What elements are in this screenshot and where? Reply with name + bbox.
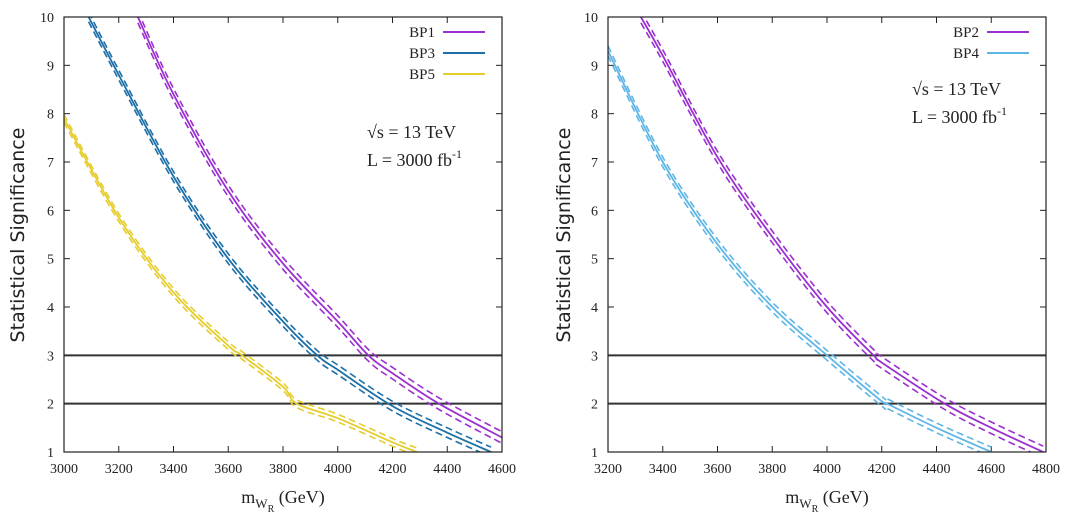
x-tick-label: 3600 [214, 462, 242, 477]
legend-label-bp1: BP1 [409, 25, 435, 41]
bp5-lower-band [64, 122, 410, 452]
x-axis-title: mWR (GeV) [241, 487, 324, 515]
y-tick-label: 7 [47, 156, 54, 171]
x-tick-label: 4800 [1032, 462, 1060, 477]
luminosity-annotation: L = 3000 fb-1 [367, 147, 462, 170]
legend-label-bp5: BP5 [409, 67, 435, 83]
y-tick-label: 9 [47, 59, 54, 74]
y-tick-label: 9 [591, 59, 598, 74]
y-tick-label: 5 [47, 253, 54, 268]
y-axis-title: Statistical Significance [553, 128, 575, 343]
x-tick-label: 3600 [704, 462, 732, 477]
y-tick-label: 4 [591, 301, 598, 316]
x-tick-label: 3200 [594, 462, 622, 477]
x-axis-title: mWR (GeV) [785, 487, 868, 515]
x-tick-label: 4600 [488, 462, 516, 477]
bp3-upper-band [90, 17, 492, 448]
y-axis-title: Statistical Significance [7, 128, 29, 343]
y-tick-label: 8 [591, 108, 598, 123]
energy-annotation: √s = 13 TeV [912, 79, 1001, 99]
bp3-lower-band [87, 21, 482, 452]
y-tick-label: 6 [47, 204, 54, 219]
chart-panel-1: 3000 3200 3400 3600 3800 4000 4200 4400 4600 1 2 3 4… [7, 11, 516, 515]
energy-annotation: √s = 13 TeV [367, 122, 456, 142]
x-tick-label: 3800 [269, 462, 297, 477]
y-tick-label: 10 [40, 11, 54, 26]
y-tick-label: 2 [47, 398, 54, 413]
legend-label-bp2: BP2 [953, 25, 979, 41]
y-tick-label: 5 [591, 253, 598, 268]
y-tick-label: 3 [591, 349, 598, 364]
x-tick-label: 3000 [50, 462, 78, 477]
legend-label-bp3: BP3 [409, 46, 435, 62]
bp4-curve [608, 50, 992, 452]
legend-label-bp4: BP4 [953, 46, 979, 62]
x-tick-label: 3800 [758, 462, 786, 477]
x-tick-label: 4400 [923, 462, 951, 477]
y-tick-label: 3 [47, 349, 54, 364]
plot-frame [63, 16, 503, 453]
x-tick-label: 3400 [160, 462, 188, 477]
y-tick-label: 10 [584, 11, 598, 26]
y-tick-label: 1 [591, 446, 598, 461]
x-tick-label: 4600 [977, 462, 1005, 477]
bp2-curve [640, 17, 1044, 452]
bp2-upper-band [643, 17, 1044, 447]
bp2-lower-band [640, 22, 1033, 452]
x-tick-label: 4200 [379, 462, 407, 477]
bp5-upper-band [64, 114, 418, 449]
bp4-lower-band [608, 55, 983, 452]
x-tick-label: 4200 [868, 462, 896, 477]
y-tick-label: 8 [47, 108, 54, 123]
x-tick-label: 4400 [433, 462, 461, 477]
x-tick-label: 3400 [649, 462, 677, 477]
y-tick-label: 2 [591, 398, 598, 413]
bp4-upper-band [608, 45, 992, 448]
luminosity-annotation: L = 3000 fb-1 [912, 104, 1007, 127]
x-tick-label: 4000 [813, 462, 841, 477]
y-tick-label: 7 [591, 156, 598, 171]
y-tick-label: 4 [47, 301, 54, 316]
plot-frame [607, 16, 1047, 453]
bp3-curve [87, 17, 492, 452]
bp1-upper-band [139, 17, 502, 433]
bp1-lower-band [137, 22, 502, 445]
bp1-curve [137, 17, 502, 439]
x-tick-label: 4000 [324, 462, 352, 477]
y-tick-label: 1 [47, 446, 54, 461]
chart-panel-2: 3200 3400 3600 3800 4000 4200 4400 4600 4800 1 2 3 4… [553, 11, 1060, 515]
bp5-curve [64, 118, 418, 452]
x-tick-label: 3200 [105, 462, 133, 477]
y-tick-label: 6 [591, 204, 598, 219]
